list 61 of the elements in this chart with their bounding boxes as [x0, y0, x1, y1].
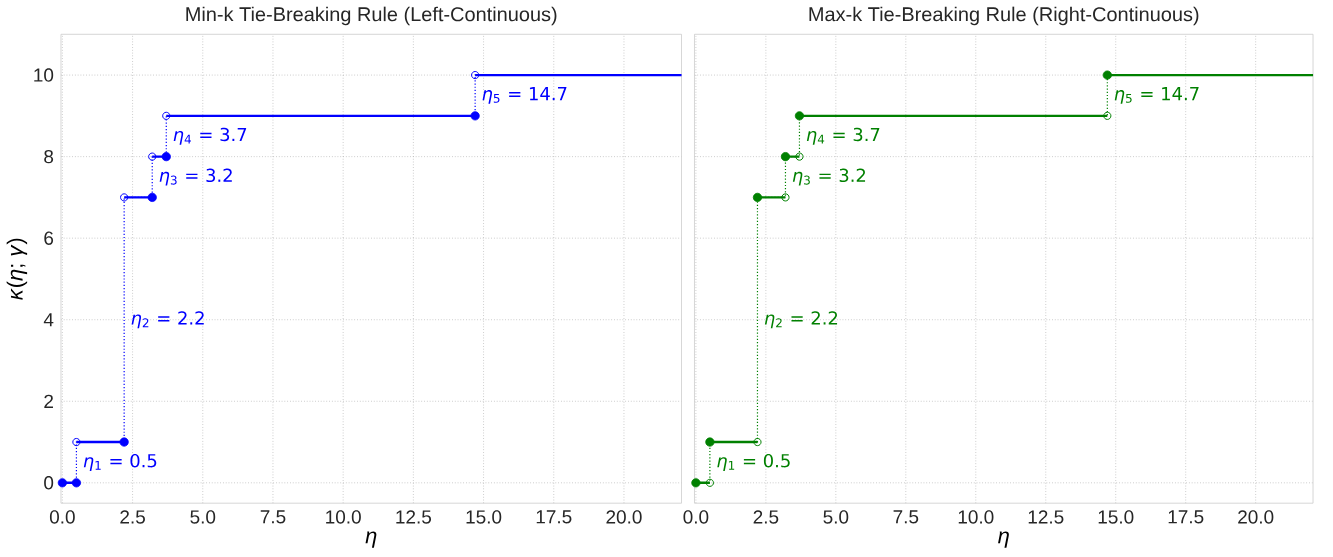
point: [471, 70, 480, 80]
annotation: η$_{5}$ = 14.7: [1114, 87, 1199, 104]
y-tick-label: 0: [44, 476, 54, 490]
annotation: η$_{2}$ = 2.2: [764, 311, 838, 329]
point: [119, 437, 129, 447]
x-tick-label: 5.0: [823, 510, 849, 524]
point: [705, 478, 714, 487]
x-tick-label: 17.5: [536, 510, 572, 524]
point: [752, 192, 763, 202]
point: [1102, 70, 1112, 80]
y-axis-title: κ(η; γ): [6, 238, 28, 300]
point: [470, 111, 480, 121]
x-tick-label: 15.0: [1098, 510, 1134, 524]
point: [162, 111, 171, 120]
annotation: η$_{2}$ = 2.2: [131, 311, 204, 329]
point: [148, 152, 157, 161]
annotation: η$_{1}$ = 0.5: [717, 453, 790, 471]
x-tick-label: 12.5: [396, 510, 432, 524]
x-tick-label: 10.0: [958, 510, 994, 524]
x-axis-title: η: [998, 531, 1009, 548]
point: [795, 152, 804, 161]
x-tick-label: 20.0: [606, 510, 642, 524]
point: [161, 152, 171, 162]
x-tick-label: 7.5: [893, 510, 919, 524]
x-tick-label: 0.0: [49, 510, 75, 524]
point: [147, 192, 157, 202]
annotation: η$_{3}$ = 3.2: [792, 168, 866, 186]
point: [1103, 111, 1112, 120]
x-tick-label: 12.5: [1028, 510, 1064, 524]
x-tick-label: 2.5: [120, 510, 145, 524]
annotation: η$_{3}$ = 3.2: [159, 168, 232, 186]
point: [753, 437, 762, 447]
x-tick-label: 10.0: [326, 510, 361, 524]
point: [781, 193, 790, 202]
point: [691, 478, 701, 488]
annotation: η$_{4}$ = 3.7: [173, 127, 247, 145]
point: [71, 478, 82, 488]
x-axis-title: η: [365, 531, 377, 548]
point: [794, 111, 805, 121]
x-tick-label: 20.0: [1238, 510, 1274, 524]
x-tick-label: 2.5: [753, 510, 779, 524]
chart-title: Min-k Tie-Breaking Rule (Left-Continuous): [186, 6, 557, 26]
chart-title: Max-k Tie-Breaking Rule (Right-Continuous): [809, 6, 1199, 26]
x-tick-label: 7.5: [260, 510, 286, 524]
y-tick-label: 4: [43, 313, 54, 327]
x-tick-label: 0.0: [683, 510, 709, 524]
point: [780, 152, 791, 162]
point: [120, 193, 129, 202]
y-tick-label: 2: [44, 394, 53, 408]
point: [72, 437, 81, 447]
y-tick-label: 6: [44, 231, 54, 245]
x-tick-label: 15.0: [466, 510, 502, 524]
y-tick-label: 10: [34, 68, 54, 82]
annotation: η$_{5}$ = 14.7: [482, 87, 567, 104]
annotation: η$_{1}$ = 0.5: [83, 453, 157, 471]
point: [705, 437, 715, 447]
x-tick-label: 17.5: [1168, 510, 1204, 524]
point: [57, 478, 67, 488]
annotation: η$_{4}$ = 3.7: [806, 127, 880, 145]
y-tick-label: 8: [44, 149, 54, 164]
x-tick-label: 5.0: [190, 510, 216, 524]
